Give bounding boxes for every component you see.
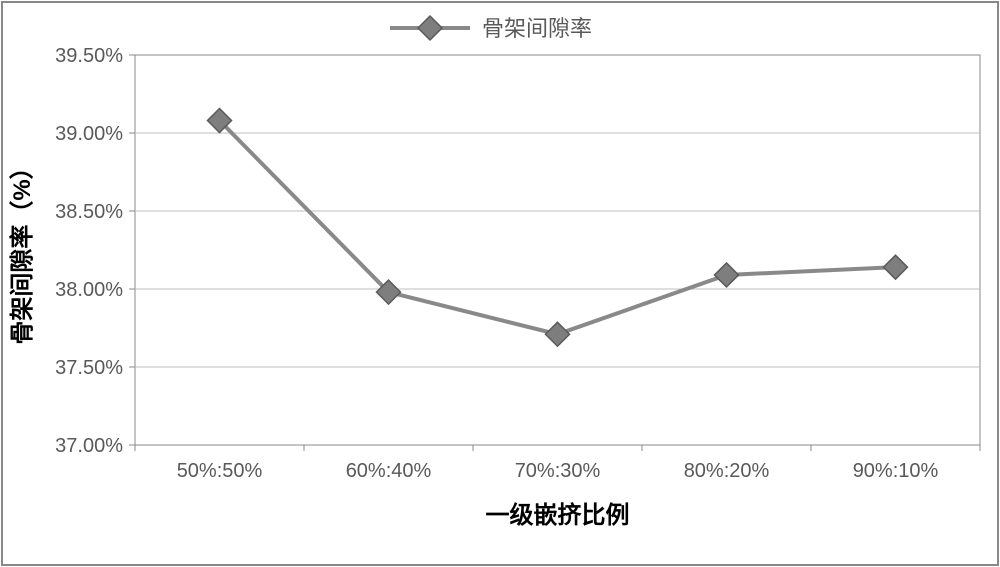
x-tick-label: 90%:10% (853, 460, 939, 482)
y-tick-label: 37.00% (55, 435, 123, 457)
y-tick-label: 39.00% (55, 123, 123, 145)
chart-container: 37.00% 37.50% 38.00% 38.50% 39.00% 39.50% 50%:… (0, 0, 1000, 567)
y-tick-label: 37.50% (55, 357, 123, 379)
y-tick-label: 39.50% (55, 45, 123, 67)
legend-label: 骨架间隙率 (482, 16, 592, 41)
x-tick-label: 50%:50% (177, 460, 263, 482)
y-tick-label: 38.50% (55, 201, 123, 223)
chart-svg: 37.00% 37.50% 38.00% 38.50% 39.00% 39.50% 50%:… (0, 0, 1000, 567)
x-axis-title: 一级嵌挤比例 (486, 501, 630, 529)
x-tick-label: 80%:20% (684, 460, 770, 482)
y-axis-title: 骨架间隙率（%） (8, 155, 36, 344)
x-tick-label: 60%:40% (346, 460, 432, 482)
x-tick-label: 70%:30% (515, 460, 601, 482)
y-tick-label: 38.00% (55, 279, 123, 301)
